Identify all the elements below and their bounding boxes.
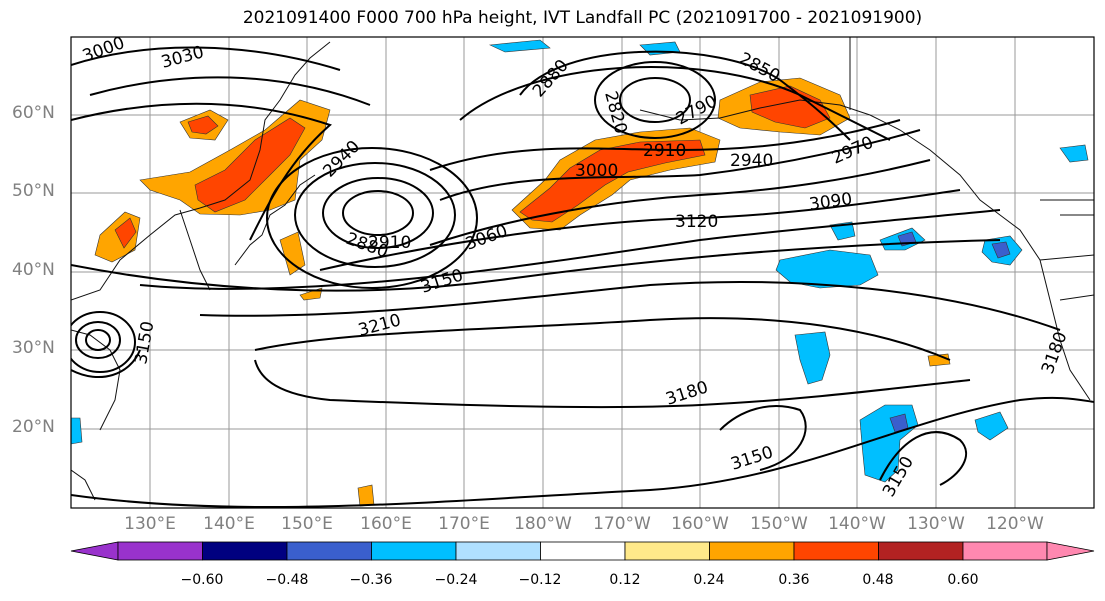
colorbar-bin xyxy=(202,541,288,561)
lon-label: 180°W xyxy=(514,514,572,534)
colorbar-tick: 0.36 xyxy=(778,572,810,588)
lat-label: 40°N xyxy=(12,260,55,280)
lon-label: 150°W xyxy=(750,514,808,534)
contour-label: 2940 xyxy=(730,151,773,171)
colorbar-bin xyxy=(117,541,203,561)
map-title: 2021091400 F000 700 hPa height, IVT Land… xyxy=(242,8,923,28)
nc-shade-southeast xyxy=(974,411,1009,441)
colorbar-bin xyxy=(709,541,795,561)
pc-shade-kuril xyxy=(279,231,306,276)
nc-shade-bc xyxy=(1059,144,1089,163)
lon-label: 120°W xyxy=(986,514,1044,534)
lon-label: 130°E xyxy=(124,514,176,534)
lon-label: 140°E xyxy=(203,514,255,534)
colorbar-bin xyxy=(878,541,964,561)
colorbar-tick: −0.36 xyxy=(349,572,393,588)
colorbar-bin xyxy=(286,541,372,561)
colorbar-bin xyxy=(793,541,879,561)
pc-shade-japan-small-core xyxy=(114,217,137,249)
contour-label: 2910 xyxy=(643,141,686,161)
nc-shade-okhotsk xyxy=(488,39,551,53)
pc-shade-south-dot xyxy=(357,484,375,507)
colorbar-bin xyxy=(540,541,626,561)
lon-label: 170°W xyxy=(593,514,651,534)
colorbar-tick: −0.12 xyxy=(518,572,562,588)
colorbar-tick: −0.60 xyxy=(180,572,224,588)
colorbar-tick: 0.48 xyxy=(862,572,894,588)
colorbar-bin xyxy=(962,541,1048,561)
map-panel xyxy=(71,37,1094,508)
pc-shade-west-japan-core xyxy=(194,117,306,213)
height-contours xyxy=(71,46,1094,508)
colorbar-tick: −0.48 xyxy=(265,572,309,588)
contour-label: 2910 xyxy=(368,233,411,253)
lat-label: 60°N xyxy=(12,103,55,123)
colorbar-bin xyxy=(371,541,457,561)
pc-shade-gulf-alaska-core xyxy=(749,85,831,129)
colorbar-tick: −0.24 xyxy=(434,572,478,588)
contour-label: 3000 xyxy=(575,161,618,181)
colorbar-bin xyxy=(455,541,541,561)
lon-label: 170°E xyxy=(438,514,490,534)
colorbar xyxy=(70,541,1095,561)
lon-label: 130°W xyxy=(907,514,965,534)
pc-shade-aleutian-core xyxy=(519,139,706,223)
pc-shade-kamchatka-core xyxy=(187,115,219,135)
nc-shade-california-core xyxy=(991,241,1011,259)
coastlines xyxy=(71,37,1094,501)
colorbar-extend-high xyxy=(1046,541,1095,561)
lon-label: 140°W xyxy=(828,514,886,534)
ivt-positive-shading xyxy=(94,77,951,507)
colorbar-bin xyxy=(624,541,710,561)
lat-label: 20°N xyxy=(12,417,55,437)
colorbar-tick: 0.60 xyxy=(947,572,979,588)
map-frame xyxy=(70,36,1095,509)
nc-shade-pacific-a xyxy=(775,249,879,289)
lat-label: 30°N xyxy=(12,338,55,358)
nc-shade-west-edge xyxy=(71,417,83,445)
colorbar-tick: 0.24 xyxy=(693,572,725,588)
lon-label: 160°W xyxy=(671,514,729,534)
lon-label: 150°E xyxy=(281,514,333,534)
lon-label: 160°E xyxy=(360,514,412,534)
colorbar-extend-low xyxy=(70,541,119,561)
contour-label: 3120 xyxy=(675,212,718,232)
colorbar-tick: 0.12 xyxy=(609,572,641,588)
lat-label: 50°N xyxy=(12,181,55,201)
nc-shade-hawaii-north xyxy=(794,331,831,385)
